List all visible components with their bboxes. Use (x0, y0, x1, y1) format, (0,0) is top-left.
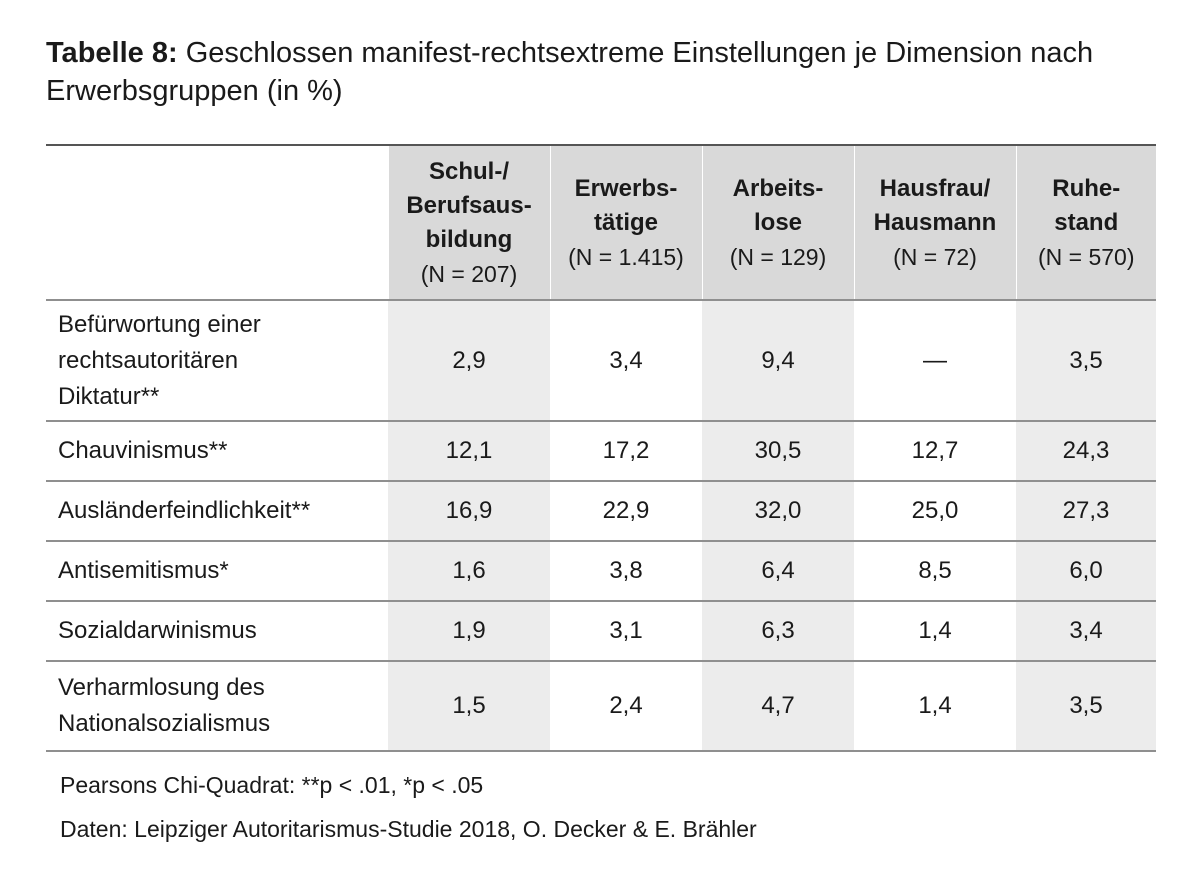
table-cell: 1,5 (388, 660, 550, 752)
table-cell: 4,7 (702, 660, 854, 752)
column-header-label: Schul-/ (428, 157, 509, 185)
column-header-label: Berufsaus- (406, 191, 532, 219)
table-cell: 6,0 (1016, 540, 1156, 601)
column-header-label: tätige (593, 208, 658, 236)
row-label: Ausländerfeindlichkeit** (46, 480, 388, 541)
column-header-n: (N = 1.415) (568, 243, 684, 270)
column-header-hausfrau-hausmann: Hausfrau/ Hausmann (N = 72) (853, 144, 1016, 300)
table-row: Sozialdarwinismus 1,9 3,1 6,3 1,4 3,4 (46, 600, 1156, 661)
row-label: Chauvinismus** (46, 420, 388, 481)
table-row: Befürwortung einer rechtsautoritären Dik… (46, 299, 1156, 421)
table-cell: 17,2 (550, 420, 702, 481)
column-header-arbeitslose: Arbeits- lose (N = 129) (701, 144, 854, 300)
column-header-label: Arbeits- (732, 174, 824, 202)
table-cell: 1,4 (854, 600, 1016, 661)
table-cell: 3,4 (1016, 600, 1156, 661)
table-title: Tabelle 8: Geschlossen manifest-rechtsex… (46, 34, 1156, 110)
row-label-line: Verharmlosung des (58, 674, 265, 701)
row-label-line: Diktatur** (58, 382, 160, 410)
significance-note: Pearsons Chi-Quadrat: **p < .01, *p < .0… (60, 772, 484, 798)
table-cell: 22,9 (550, 480, 702, 541)
row-label: Antisemitismus* (46, 540, 388, 601)
table-cell: 3,4 (550, 299, 702, 421)
row-label: Verharmlosung des Nationalsozialismus (46, 660, 388, 752)
table-cell: — (854, 299, 1016, 421)
column-header-label: bildung (425, 225, 513, 253)
row-label-line: Nationalsozialismus (58, 710, 271, 737)
column-header-n: (N = 129) (729, 243, 827, 270)
table-cell: 9,4 (702, 299, 854, 421)
column-header-erwerbstaetige: Erwerbs- tätige (N = 1.415) (549, 144, 702, 300)
column-header-label: Erwerbs- (574, 174, 678, 202)
column-header-ruhestand: Ruhe- stand (N = 570) (1015, 144, 1156, 300)
table-cell: 2,9 (388, 299, 550, 421)
column-header-n: (N = 72) (893, 243, 977, 270)
table-cell: 3,5 (1016, 660, 1156, 752)
column-header-n: (N = 207) (420, 260, 518, 287)
table-cell: 3,8 (550, 540, 702, 601)
table-title-label: Tabelle 8: (46, 37, 178, 69)
table-cell: 6,4 (702, 540, 854, 601)
column-header-label: stand (1054, 208, 1119, 236)
row-label-line: rechtsautoritären (58, 346, 239, 374)
table-cell: 3,1 (550, 600, 702, 661)
table-cell: 32,0 (702, 480, 854, 541)
table-cell: 12,1 (388, 420, 550, 481)
source-note: Daten: Leipziger Autoritarismus-Studie 2… (60, 816, 757, 842)
table-row: Chauvinismus** 12,1 17,2 30,5 12,7 24,3 (46, 420, 1156, 481)
header-row: Schul-/ Berufsaus- bildung (N = 207) Erw… (46, 144, 1156, 300)
table-cell: 24,3 (1016, 420, 1156, 481)
table-cell: 27,3 (1016, 480, 1156, 541)
column-header-label: lose (753, 208, 803, 236)
table-cell: 25,0 (854, 480, 1016, 541)
table-cell: 3,5 (1016, 299, 1156, 421)
table-row: Ausländerfeindlichkeit** 16,9 22,9 32,0 … (46, 480, 1156, 541)
table-cell: 1,4 (854, 660, 1016, 752)
column-header-label: Hausfrau/ (879, 174, 991, 202)
table-cell: 30,5 (702, 420, 854, 481)
column-header-n: (N = 570) (1037, 243, 1135, 270)
table-cell: 12,7 (854, 420, 1016, 481)
data-table: Schul-/ Berufsaus- bildung (N = 207) Erw… (46, 144, 1156, 752)
column-header-label: Hausmann (873, 208, 997, 236)
table-cell: 6,3 (702, 600, 854, 661)
table-cell: 2,4 (550, 660, 702, 752)
table-title-text: Geschlossen manifest-rechtsextreme Einst… (46, 37, 1094, 107)
row-label: Sozialdarwinismus (46, 600, 388, 661)
table-cell: 16,9 (388, 480, 550, 541)
column-header-label: Ruhe- (1052, 174, 1121, 202)
table-cell: 8,5 (854, 540, 1016, 601)
header-corner (46, 144, 388, 300)
table-cell: 1,6 (388, 540, 550, 601)
table-cell: 1,9 (388, 600, 550, 661)
row-label-line: Befürwortung einer (58, 310, 261, 338)
column-header-schul-berufsausbildung: Schul-/ Berufsaus- bildung (N = 207) (387, 144, 550, 300)
table-row: Antisemitismus* 1,6 3,8 6,4 8,5 6,0 (46, 540, 1156, 601)
table-row: Verharmlosung des Nationalsozialismus 1,… (46, 660, 1156, 752)
row-label: Befürwortung einer rechtsautoritären Dik… (46, 299, 388, 421)
